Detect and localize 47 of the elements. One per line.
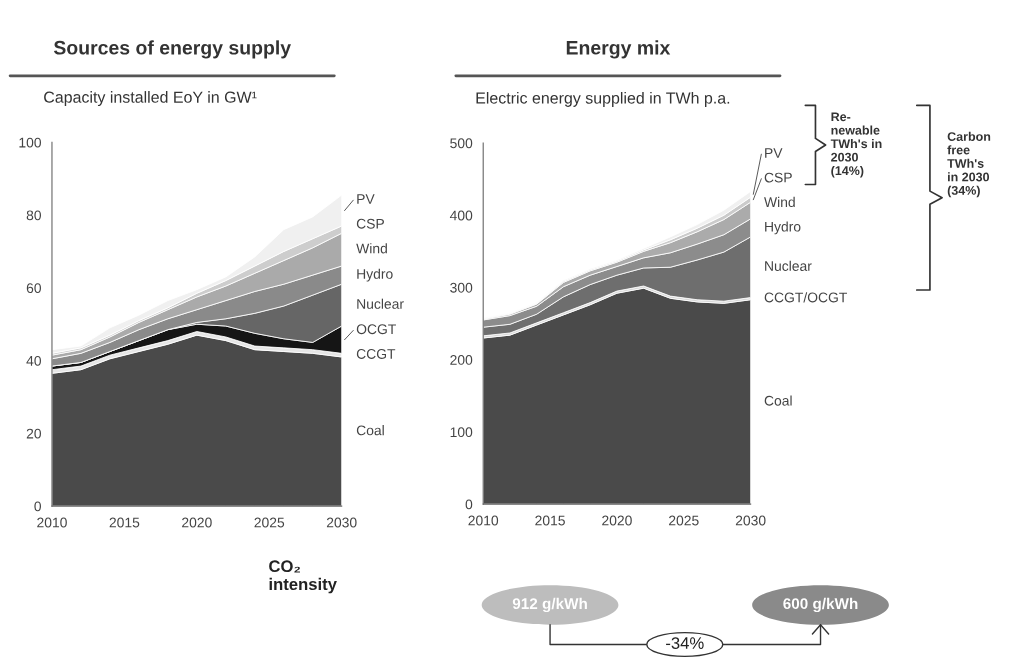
series-label: Wind	[764, 196, 795, 208]
x-tick-label: 2020	[602, 515, 632, 526]
text: 912 g/kWh	[512, 597, 587, 613]
y-tick-label: 100	[19, 137, 42, 148]
chart-title: Energy mix	[566, 40, 671, 59]
text: CO₂ intensity	[269, 560, 337, 594]
series-label: PV	[357, 194, 375, 204]
series-label: CCGT	[356, 349, 396, 359]
chart-subtitle: Capacity installed EoY in GW¹	[44, 91, 257, 106]
text: 600 g/kWh	[783, 597, 858, 613]
chart-title: Sources of energy supply	[53, 40, 291, 59]
text: Carbon free TWh's in 2030 (34%)	[947, 131, 991, 198]
x-tick-label: 2025	[669, 515, 699, 526]
y-tick-label: 100	[450, 427, 473, 438]
series-label: Coal	[764, 395, 792, 406]
x-tick-label: 2025	[254, 517, 285, 528]
y-tick-label: 500	[450, 138, 473, 149]
series-label: CCGT/OCGT	[764, 292, 848, 303]
series-label: Wind	[356, 243, 387, 254]
text: PV	[765, 148, 783, 158]
y-tick-label: 0	[465, 499, 473, 510]
y-tick-label: 400	[449, 210, 473, 221]
x-tick-label: 2010	[37, 517, 67, 528]
series-label: Nuclear	[765, 260, 812, 271]
x-tick-label: 2030	[326, 517, 357, 528]
y-tick-label: 0	[34, 501, 42, 512]
y-tick-label: 300	[450, 282, 473, 293]
x-tick-label: 2010	[468, 515, 499, 526]
x-tick-label: 2030	[735, 515, 766, 526]
y-tick-label: 60	[26, 283, 42, 294]
series-label: CSP	[764, 172, 792, 183]
x-tick-label: 2015	[109, 517, 140, 528]
y-tick-label: 80	[26, 210, 42, 221]
series-label: CSP	[356, 218, 384, 229]
series-label: OCGT	[356, 324, 396, 335]
text: Re- newable TWh's in 2030 (14%)	[830, 112, 882, 178]
series-label: Hydro	[765, 221, 801, 235]
series-label: Nuclear	[357, 298, 404, 309]
text: -34%	[666, 637, 704, 649]
y-tick-label: 40	[26, 355, 42, 366]
chart-subtitle: Electric energy supplied in TWh p.a.	[476, 92, 730, 107]
series-label: Coal	[356, 425, 384, 436]
y-tick-label: 20	[26, 428, 42, 439]
y-tick-label: 200	[450, 355, 473, 365]
x-tick-label: 2015	[535, 515, 565, 526]
series-label: Hydro	[357, 268, 393, 282]
x-tick-label: 2020	[182, 517, 212, 528]
